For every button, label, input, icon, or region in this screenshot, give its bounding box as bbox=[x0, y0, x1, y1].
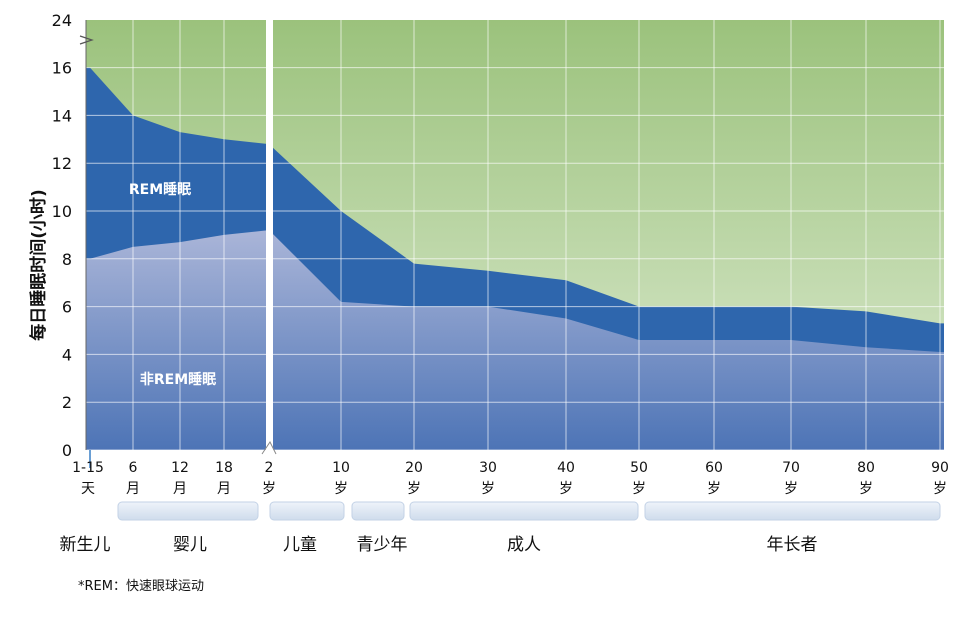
age-group-bracket bbox=[117, 501, 259, 521]
y-tick-label: 24 bbox=[52, 11, 72, 30]
x-tick-unit: 岁 bbox=[933, 481, 947, 497]
y-tick-label: 2 bbox=[62, 393, 72, 412]
x-tick-label: 1-15 bbox=[72, 460, 104, 476]
x-tick-unit: 岁 bbox=[407, 481, 421, 497]
x-tick-unit: 岁 bbox=[632, 481, 646, 497]
x-tick-label: 6 bbox=[129, 460, 138, 476]
x-tick-unit: 月 bbox=[126, 481, 140, 497]
y-tick-label: 12 bbox=[52, 154, 72, 173]
x-tick-unit: 岁 bbox=[784, 481, 798, 497]
x-tick-unit: 岁 bbox=[481, 481, 495, 497]
x-tick-label: 20 bbox=[405, 460, 423, 476]
age-group-label: 儿童 bbox=[283, 535, 317, 555]
non-rem-sleep-area bbox=[86, 230, 944, 450]
y-tick-label: 6 bbox=[62, 298, 72, 317]
age-group-label: 新生儿 bbox=[60, 535, 111, 555]
x-tick-label: 90 bbox=[931, 460, 949, 476]
age-group-label: 婴儿 bbox=[173, 535, 207, 555]
x-tick-unit: 岁 bbox=[334, 481, 348, 497]
x-tick-unit: 岁 bbox=[559, 481, 573, 497]
age-group-labels: 新生儿 婴儿 儿童 青少年 成人 年长者 bbox=[60, 535, 818, 555]
y-axis-label: 每日睡眠时间(小时) bbox=[28, 189, 49, 341]
rem-series-label: REM睡眠 bbox=[129, 182, 191, 198]
y-tick-label: 8 bbox=[62, 250, 72, 269]
y-tick-label: 4 bbox=[62, 345, 72, 364]
x-tick-unit: 岁 bbox=[859, 481, 873, 497]
x-tick-unit: 月 bbox=[217, 481, 231, 497]
x-axis-break-icon bbox=[261, 441, 277, 455]
x-tick-label: 2 bbox=[265, 460, 274, 476]
x-tick-unit: 天 bbox=[81, 481, 95, 497]
y-tick-label: 16 bbox=[52, 59, 72, 78]
y-tick-label: 14 bbox=[52, 106, 72, 125]
age-group-label: 年长者 bbox=[767, 535, 818, 555]
x-tick-label: 40 bbox=[557, 460, 575, 476]
x-tick-label: 80 bbox=[857, 460, 875, 476]
footnote: *REM：快速眼球运动 bbox=[78, 579, 204, 594]
age-group-bracket bbox=[409, 501, 639, 521]
age-group-bracket bbox=[269, 501, 345, 521]
y-tick-label: 10 bbox=[52, 202, 72, 221]
age-group-bracket bbox=[644, 501, 941, 521]
x-tick-label: 70 bbox=[782, 460, 800, 476]
x-tick-label: 50 bbox=[630, 460, 648, 476]
x-tick-label: 12 bbox=[171, 460, 189, 476]
non-rem-series-label: 非REM睡眠 bbox=[140, 371, 216, 388]
x-tick-label: 60 bbox=[705, 460, 723, 476]
x-tick-label: 10 bbox=[332, 460, 350, 476]
y-axis-break-icon bbox=[79, 35, 94, 45]
y-tick-label: 0 bbox=[62, 441, 72, 460]
x-tick-unit: 岁 bbox=[262, 481, 276, 497]
x-tick-label: 30 bbox=[479, 460, 497, 476]
x-tick-labels: 1-15 天 6 月 12 月 18 月 2 岁 10 岁 20 岁 30 岁 40 岁 50 岁 60 岁 70 岁 80 岁 9… bbox=[72, 460, 949, 497]
x-tick-unit: 月 bbox=[173, 481, 187, 497]
age-group-brackets bbox=[117, 501, 941, 521]
x-tick-label: 18 bbox=[215, 460, 233, 476]
axis-break-gap bbox=[266, 18, 273, 452]
x-tick-unit: 岁 bbox=[707, 481, 721, 497]
age-group-bracket bbox=[351, 501, 405, 521]
age-group-label: 成人 bbox=[507, 535, 541, 555]
age-group-label: 青少年 bbox=[357, 535, 408, 555]
